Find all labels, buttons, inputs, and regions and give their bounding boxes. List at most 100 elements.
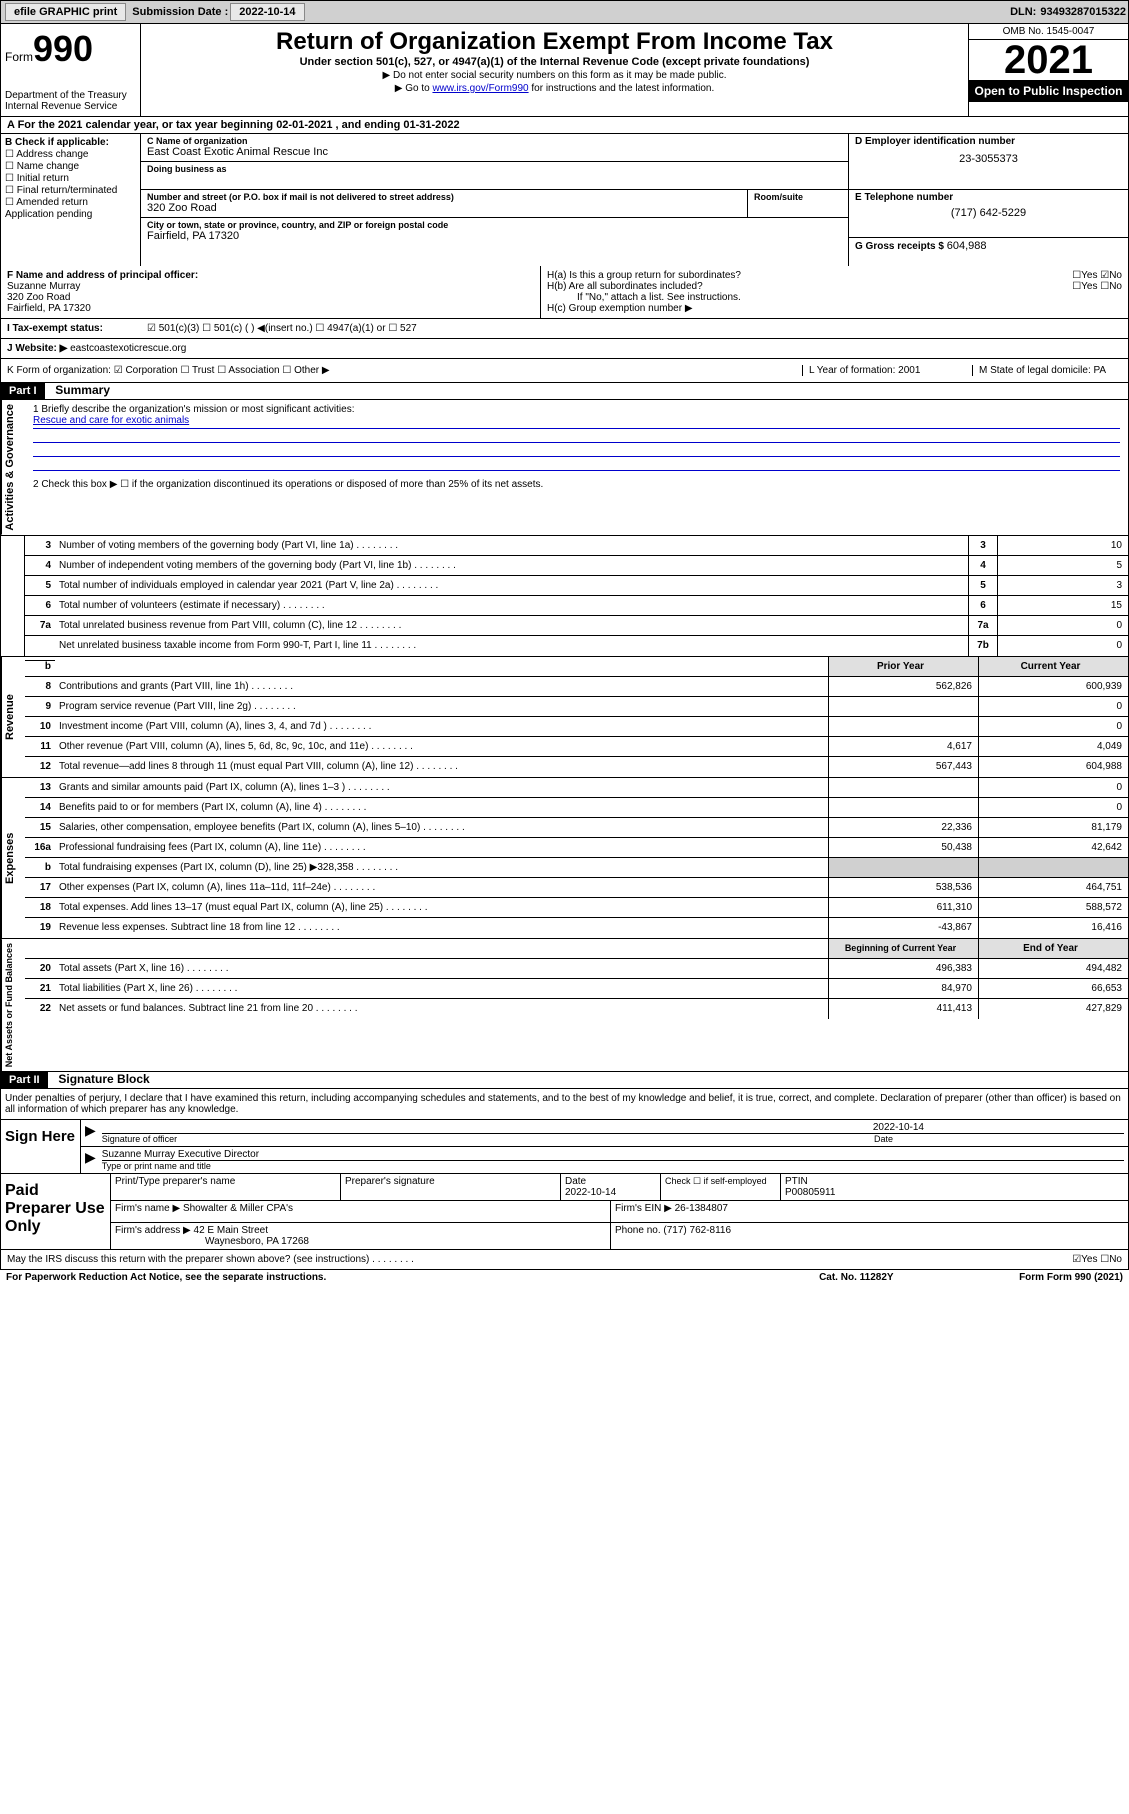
table-row: 22Net assets or fund balances. Subtract … [25, 999, 1128, 1019]
table-row: 16aProfessional fundraising fees (Part I… [25, 838, 1128, 858]
chk-name[interactable]: ☐ Name change [5, 161, 136, 172]
mission-label: 1 Briefly describe the organization's mi… [33, 404, 1120, 415]
declaration: Under penalties of perjury, I declare th… [0, 1089, 1129, 1120]
end-year-hdr: End of Year [978, 939, 1128, 958]
note-ssn: ▶ Do not enter social security numbers o… [145, 70, 964, 81]
gross-label: G Gross receipts $ [855, 241, 944, 252]
table-row: 12Total revenue—add lines 8 through 11 (… [25, 757, 1128, 777]
row-k-form-org: K Form of organization: ☑ Corporation ☐ … [0, 359, 1129, 383]
street-label: Number and street (or P.O. box if mail i… [147, 192, 741, 202]
sign-here-label: Sign Here [1, 1120, 81, 1173]
table-row: bTotal fundraising expenses (Part IX, co… [25, 858, 1128, 878]
efile-btn[interactable]: efile GRAPHIC print [5, 3, 126, 21]
chk-initial[interactable]: ☐ Initial return [5, 173, 136, 184]
status-options[interactable]: ☑ 501(c)(3) ☐ 501(c) ( ) ◀(insert no.) ☐… [147, 323, 417, 334]
org-name: East Coast Exotic Animal Rescue Inc [147, 146, 842, 158]
firm-name-label: Firm's name ▶ [115, 1203, 180, 1214]
dept-label: Department of the Treasury Internal Reve… [5, 90, 136, 112]
ptin-value: P00805911 [785, 1187, 1124, 1198]
paid-preparer-row: Paid Preparer Use Only Print/Type prepar… [0, 1174, 1129, 1250]
gross-value: 604,988 [947, 240, 987, 252]
part2-label: Part II [1, 1072, 48, 1088]
row-fh: F Name and address of principal officer:… [0, 266, 1129, 319]
sig-officer-label: Signature of officer [102, 1134, 874, 1144]
sub-label: Submission Date : [132, 6, 228, 18]
website-label: J Website: ▶ [7, 343, 67, 354]
sign-here-row: Sign Here ▶ 2022-10-14 Signature of offi… [0, 1120, 1129, 1174]
table-row: 11Other revenue (Part VIII, column (A), … [25, 737, 1128, 757]
chk-amended[interactable]: ☐ Amended return [5, 197, 136, 208]
table-row: 21Total liabilities (Part X, line 26)84,… [25, 979, 1128, 999]
may-irs-answer[interactable]: ☑Yes ☐No [1072, 1254, 1122, 1265]
check-self-employed[interactable]: Check ☐ if self-employed [661, 1174, 781, 1200]
part1-title: Summary [47, 381, 118, 399]
officer-name-title: Suzanne Murray Executive Director [102, 1149, 1124, 1160]
officer-addr2: Fairfield, PA 17320 [7, 303, 534, 314]
table-row: 19Revenue less expenses. Subtract line 1… [25, 918, 1128, 938]
form-footer: Form Form 990 (2021) [1019, 1272, 1123, 1283]
may-irs-label: May the IRS discuss this return with the… [7, 1254, 1072, 1265]
type-name-label: Type or print name and title [102, 1160, 1124, 1171]
officer-addr1: 320 Zoo Road [7, 292, 534, 303]
phone-label: Phone no. [615, 1225, 661, 1236]
table-row: 6Total number of volunteers (estimate if… [25, 596, 1128, 616]
netassets-table: Net Assets or Fund Balances Beginning of… [0, 939, 1129, 1072]
col-d-contact: D Employer identification number 23-3055… [848, 134, 1128, 266]
vert-expenses: Expenses [1, 778, 25, 938]
part2-title: Signature Block [50, 1070, 157, 1088]
prior-year-hdr: Prior Year [828, 657, 978, 676]
tel-value: (717) 642-5229 [855, 207, 1122, 219]
expenses-table: Expenses 13Grants and similar amounts pa… [0, 778, 1129, 939]
part1-header: Part I Summary [0, 383, 1129, 400]
part2-header: Part II Signature Block [0, 1072, 1129, 1089]
arrow-icon: ▶ [85, 1122, 96, 1144]
form-subtitle: Under section 501(c), 527, or 4947(a)(1)… [145, 56, 964, 68]
dba-label: Doing business as [147, 164, 842, 174]
street-value: 320 Zoo Road [147, 202, 741, 214]
firm-ein-label: Firm's EIN ▶ [615, 1203, 672, 1214]
table-row: 18Total expenses. Add lines 13–17 (must … [25, 898, 1128, 918]
table-row: 10Investment income (Part VIII, column (… [25, 717, 1128, 737]
ha-answer[interactable]: ☐Yes ☑No [1072, 270, 1122, 281]
city-value: Fairfield, PA 17320 [147, 230, 842, 242]
prep-date-value: 2022-10-14 [565, 1187, 656, 1198]
table-row: 7aTotal unrelated business revenue from … [25, 616, 1128, 636]
irs-link[interactable]: www.irs.gov/Form990 [432, 83, 528, 94]
form-org-options[interactable]: K Form of organization: ☑ Corporation ☐ … [7, 365, 802, 376]
tax-year: 2021 [969, 40, 1128, 80]
chk-address[interactable]: ☐ Address change [5, 149, 136, 160]
org-name-label: C Name of organization [147, 136, 842, 146]
row-a-period: A For the 2021 calendar year, or tax yea… [0, 117, 1129, 134]
vert-revenue: Revenue [1, 657, 25, 777]
prep-sig-label: Preparer's signature [341, 1174, 561, 1200]
state-domicile: M State of legal domicile: PA [972, 365, 1122, 376]
prep-name-label: Print/Type preparer's name [111, 1174, 341, 1200]
table-row: 13Grants and similar amounts paid (Part … [25, 778, 1128, 798]
form-title: Return of Organization Exempt From Incom… [145, 28, 964, 56]
part1-label: Part I [1, 383, 45, 399]
chk-pending[interactable]: Application pending [5, 209, 136, 220]
section-bcd: B Check if applicable: ☐ Address change … [0, 134, 1129, 266]
table-row: 14Benefits paid to or for members (Part … [25, 798, 1128, 818]
sub-date-btn[interactable]: 2022-10-14 [230, 3, 304, 21]
form-word: Form [5, 50, 33, 64]
hb-label: H(b) Are all subordinates included? [547, 281, 703, 292]
current-year-hdr: Current Year [978, 657, 1128, 676]
tel-label: E Telephone number [855, 192, 1122, 203]
table-row: 8Contributions and grants (Part VIII, li… [25, 677, 1128, 697]
sig-date: 2022-10-14 [102, 1122, 1124, 1133]
firm-ein-value: 26-1384807 [675, 1203, 728, 1214]
mission-section: Activities & Governance 1 Briefly descri… [0, 400, 1129, 536]
website-value[interactable]: eastcoastexoticrescue.org [70, 343, 186, 354]
chk-final[interactable]: ☐ Final return/terminated [5, 185, 136, 196]
hb-answer[interactable]: ☐Yes ☐No [1072, 281, 1122, 292]
vert-netassets: Net Assets or Fund Balances [1, 939, 25, 1071]
hc-label: H(c) Group exemption number ▶ [547, 303, 1122, 314]
room-label: Room/suite [754, 192, 842, 202]
top-bar: efile GRAPHIC print Submission Date : 20… [0, 0, 1129, 24]
dln-label: DLN: [1010, 6, 1036, 18]
ptin-label: PTIN [785, 1176, 1124, 1187]
officer-name: Suzanne Murray [7, 281, 534, 292]
table-row: 5Total number of individuals employed in… [25, 576, 1128, 596]
line2-discontinue: 2 Check this box ▶ ☐ if the organization… [33, 479, 1120, 490]
